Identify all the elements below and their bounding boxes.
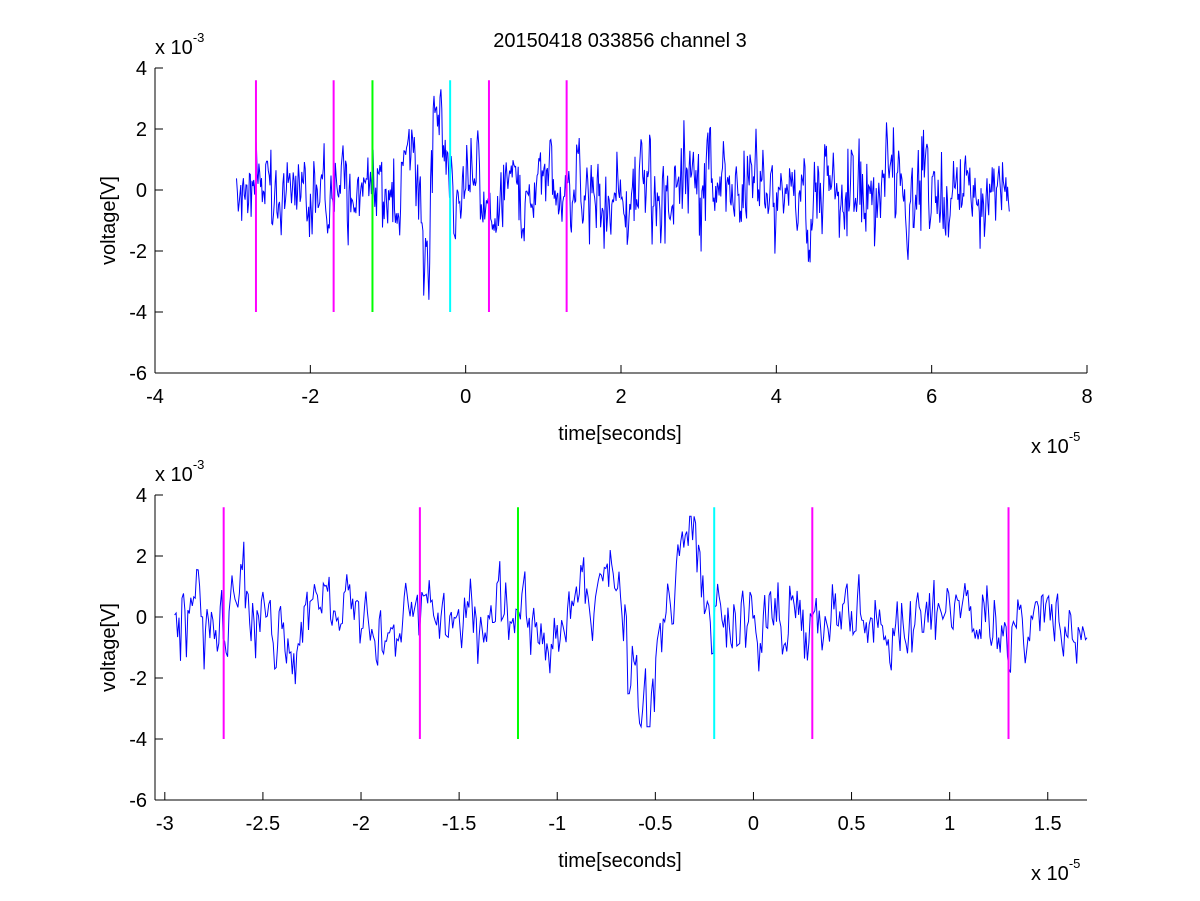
y-tick-label: -4 [129, 729, 147, 751]
x-tick-label: 4 [771, 386, 782, 408]
x-tick-label: -2.5 [246, 813, 280, 835]
x-exponent-label: x 10-5 [1031, 856, 1080, 885]
x-tick-label: -2 [301, 386, 319, 408]
y-tick-label: -2 [129, 241, 147, 263]
figure-title: 20150418 033856 channel 3 [493, 30, 747, 52]
y-tick-label: 0 [136, 607, 147, 629]
y-tick-label: -6 [129, 790, 147, 812]
x-tick-label: 1 [944, 813, 955, 835]
x-exponent-power: -5 [1069, 856, 1081, 871]
x-tick-label: 0.5 [838, 813, 866, 835]
x-exponent-power: -5 [1069, 429, 1081, 444]
x-tick-label: 2 [615, 386, 626, 408]
x-axis-label: time[seconds] [558, 423, 681, 445]
x-tick-label: 8 [1081, 386, 1092, 408]
signal-trace [174, 515, 1088, 729]
x-tick-label: -1.5 [442, 813, 476, 835]
x-tick-label: -2 [352, 813, 370, 835]
y-exponent-label: x 10-3 [155, 30, 204, 59]
y-tick-label: 4 [136, 58, 147, 80]
x-tick-label: -0.5 [638, 813, 672, 835]
y-exponent-base: x 10 [155, 464, 193, 486]
x-tick-label: 1.5 [1034, 813, 1062, 835]
signal-trace [236, 89, 1010, 300]
y-axis-label: voltage[V] [98, 176, 120, 265]
y-tick-label: 0 [136, 180, 147, 202]
x-exponent-base: x 10 [1031, 863, 1069, 885]
x-tick-label: 6 [926, 386, 937, 408]
y-tick-label: -2 [129, 668, 147, 690]
y-tick-label: 4 [136, 485, 147, 507]
x-exponent-base: x 10 [1031, 436, 1069, 458]
x-tick-label: 0 [460, 386, 471, 408]
x-exponent-label: x 10-5 [1031, 429, 1080, 458]
x-axis-label: time[seconds] [558, 850, 681, 872]
y-tick-label: 2 [136, 546, 147, 568]
y-exponent-label: x 10-3 [155, 457, 204, 486]
x-tick-label: -4 [146, 386, 164, 408]
y-tick-label: -4 [129, 302, 147, 324]
x-tick-label: -1 [548, 813, 566, 835]
y-axis-label: voltage[V] [98, 603, 120, 692]
x-tick-label: 0 [748, 813, 759, 835]
y-exponent-power: -3 [193, 30, 205, 45]
y-exponent-power: -3 [193, 457, 205, 472]
y-tick-label: 2 [136, 119, 147, 141]
y-exponent-base: x 10 [155, 37, 193, 59]
y-tick-label: -6 [129, 363, 147, 385]
x-tick-label: -3 [156, 813, 174, 835]
